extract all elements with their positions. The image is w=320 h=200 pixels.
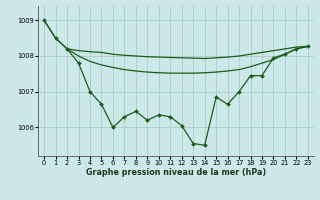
X-axis label: Graphe pression niveau de la mer (hPa): Graphe pression niveau de la mer (hPa) [86, 168, 266, 177]
